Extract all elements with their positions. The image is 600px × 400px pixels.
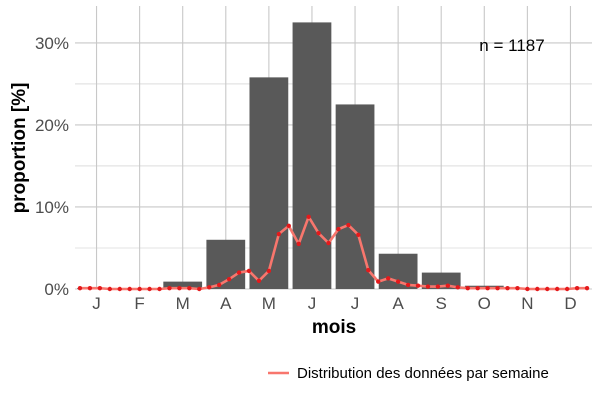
y-tick-label: 0%	[44, 280, 69, 299]
x-tick-label: J	[351, 294, 360, 313]
weekly-point	[495, 285, 500, 291]
bar	[292, 22, 332, 290]
y-tick-label: 30%	[35, 34, 69, 53]
bar	[249, 77, 289, 289]
legend: Distribution des données par semaine	[268, 365, 549, 382]
x-tick-label: O	[478, 294, 491, 313]
x-tick-label: M	[176, 294, 190, 313]
bar	[421, 272, 461, 289]
x-tick-label: S	[436, 294, 447, 313]
x-tick-label: D	[564, 294, 576, 313]
weekly-point	[485, 285, 490, 291]
weekly-point	[465, 285, 470, 291]
weekly-point	[346, 222, 351, 228]
weekly-point	[475, 285, 480, 291]
weekly-point	[216, 282, 222, 288]
x-tick-label: F	[134, 294, 144, 313]
weekly-point	[376, 279, 381, 284]
weekly-point	[87, 285, 93, 291]
bar	[335, 104, 375, 289]
weekly-point	[296, 241, 301, 247]
weekly-point	[197, 286, 202, 292]
weekly-point	[525, 286, 530, 292]
weekly-point	[564, 286, 570, 292]
weekly-point	[455, 285, 460, 290]
y-axis-title: proportion [%]	[9, 83, 30, 214]
x-axis-title: mois	[312, 317, 356, 338]
weekly-point	[236, 270, 242, 275]
weekly-point	[127, 286, 132, 292]
weekly-point	[147, 286, 152, 292]
weekly-point	[137, 286, 142, 292]
legend-label-weekly: Distribution des données par semaine	[297, 365, 549, 382]
weekly-point	[226, 276, 232, 282]
weekly-point	[316, 231, 321, 236]
weekly-point	[366, 267, 371, 273]
weekly-point	[117, 286, 122, 292]
weekly-point	[326, 240, 331, 246]
y-tick-label: 20%	[35, 116, 69, 135]
x-tick-label: M	[262, 294, 276, 313]
weekly-point	[306, 214, 311, 220]
weekly-point	[445, 283, 451, 288]
weekly-point	[535, 286, 540, 292]
weekly-point	[395, 279, 401, 284]
weekly-point	[286, 223, 291, 229]
weekly-point	[555, 286, 560, 292]
bar	[163, 281, 203, 289]
x-tick-label: A	[392, 294, 404, 313]
weekly-point	[405, 282, 411, 288]
weekly-point	[415, 283, 421, 288]
weekly-point	[425, 284, 431, 289]
weekly-line-layer	[77, 214, 590, 292]
weekly-point	[584, 285, 590, 291]
y-tick-label: 10%	[35, 198, 69, 217]
weekly-point	[515, 285, 520, 291]
weekly-point	[336, 226, 341, 232]
weekly-point	[77, 285, 83, 291]
weekly-point	[276, 231, 282, 237]
weekly-point	[545, 286, 550, 292]
weekly-point	[207, 285, 212, 290]
weekly-point	[97, 285, 103, 291]
x-tick-label: N	[521, 294, 533, 313]
weekly-point	[177, 285, 182, 291]
x-tick-label: J	[308, 294, 317, 313]
weekly-point	[385, 276, 391, 281]
weekly-point	[266, 268, 272, 274]
weekly-point	[246, 268, 252, 274]
weekly-point	[256, 278, 262, 283]
weekly-point	[505, 285, 510, 291]
y-axis-ticks: 0% 10% 20% 30%	[35, 34, 69, 299]
weekly-point	[157, 286, 162, 292]
weekly-point	[574, 285, 580, 291]
weekly-point	[356, 232, 361, 238]
bars	[77, 22, 547, 290]
weekly-point	[187, 285, 192, 291]
weekly-point	[107, 286, 112, 292]
sample-size-annotation: n = 1187	[479, 36, 544, 55]
x-tick-label: J	[92, 294, 101, 313]
weekly-point	[167, 285, 172, 291]
weekly-series-line	[79, 215, 588, 291]
weekly-point	[435, 284, 441, 289]
x-tick-label: A	[220, 294, 232, 313]
